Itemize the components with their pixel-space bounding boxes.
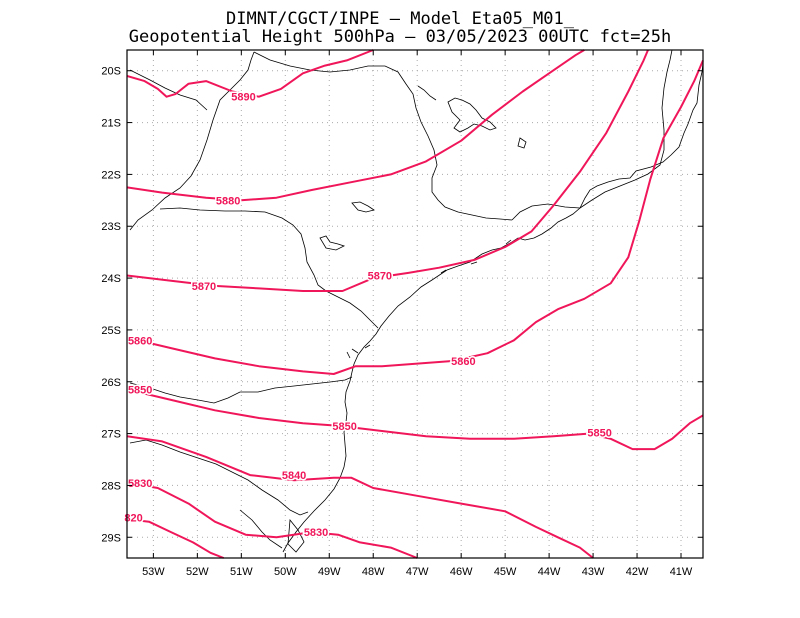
contour-label: 5880	[216, 195, 240, 207]
contour-label: 5860	[451, 356, 475, 368]
lon-tick-label: 49W	[318, 566, 341, 578]
contour-5880	[126, 49, 585, 202]
contour-5860	[126, 60, 704, 375]
lon-tick-label: 51W	[230, 566, 253, 578]
border-mg-rj	[511, 203, 581, 221]
graticule	[127, 50, 703, 558]
lat-tick-label: 22S	[101, 169, 121, 181]
reservoir-small-2	[351, 201, 375, 213]
contour-label: 5830	[128, 478, 152, 490]
lon-tick-label: 47W	[406, 566, 429, 578]
lat-tick-label: 27S	[101, 429, 121, 441]
border-pr-sc	[129, 376, 353, 404]
lat-tick-label: 26S	[101, 377, 121, 389]
contour-label: 5890	[231, 92, 255, 104]
lat-tick-label: 20S	[101, 66, 121, 78]
contour-label: 5870	[368, 270, 392, 282]
contour-label: 5870	[192, 281, 216, 293]
lat-tick-label: 24S	[101, 273, 121, 285]
reservoir-furnas	[447, 97, 497, 133]
axes: 53W 52W 51W 50W 49W 48W 47W 46W 45W 44W 43W 42W 41W 2…	[101, 49, 704, 578]
contour-label: 5850	[128, 385, 152, 397]
contour-5840	[126, 435, 594, 559]
lon-tick-label: 43W	[582, 566, 605, 578]
lat-tick-label: 23S	[101, 221, 121, 233]
lat-tick-label: 25S	[101, 325, 121, 337]
contour-label: 5860	[128, 335, 152, 347]
coastline-and-borders	[129, 49, 704, 553]
atlantic-coastline	[282, 62, 704, 553]
contour-label: 5840	[282, 470, 306, 482]
map-frame	[126, 49, 704, 559]
lat-tick-label: 28S	[101, 480, 121, 492]
border-sc-rs	[129, 439, 309, 516]
border-sp-mg	[253, 51, 513, 221]
contour-5850	[126, 388, 704, 451]
reservoir-small-1	[517, 137, 527, 149]
lon-tick-label: 44W	[538, 566, 561, 578]
border-mg-es	[579, 49, 673, 209]
lon-tick-label: 45W	[494, 566, 517, 578]
lon-tick-label: 53W	[142, 566, 165, 578]
contour-5830	[126, 481, 418, 559]
map-title-line-1: DIMNT/CGCT/INPE – Model Eta05_M01_	[226, 9, 574, 29]
reservoir-small-4	[417, 85, 437, 101]
lon-tick-label: 41W	[670, 566, 693, 578]
contour-5820	[126, 518, 225, 559]
river-lower	[239, 509, 283, 549]
contour-5870	[126, 49, 649, 292]
border-parana-river	[129, 51, 255, 231]
contour-label: 5850	[587, 428, 611, 440]
contour-label: 5830	[304, 527, 328, 539]
contour-5890	[126, 49, 374, 98]
contour-label: 5850	[332, 421, 356, 433]
coastal-islands	[346, 239, 512, 359]
height-contours: 5890 5880 5870 5870 5860 5860 5850 5850 5850 5840…	[123, 49, 704, 559]
lon-tick-label: 50W	[274, 566, 297, 578]
map-title-line-2: Geopotential Height 500hPa – 03/05/2023 …	[128, 27, 672, 47]
lat-tick-label: 21S	[101, 118, 121, 130]
lon-tick-label: 42W	[626, 566, 649, 578]
lon-tick-label: 46W	[450, 566, 473, 578]
lat-tick-label: 29S	[101, 532, 121, 544]
lon-tick-label: 48W	[362, 566, 385, 578]
contour-label: 820	[124, 513, 142, 525]
lon-tick-label: 52W	[186, 566, 209, 578]
lagoa-dos-patos	[287, 518, 305, 553]
border-ms	[129, 69, 208, 111]
reservoir-small-3	[319, 235, 346, 251]
border-sp-pr	[159, 207, 379, 329]
